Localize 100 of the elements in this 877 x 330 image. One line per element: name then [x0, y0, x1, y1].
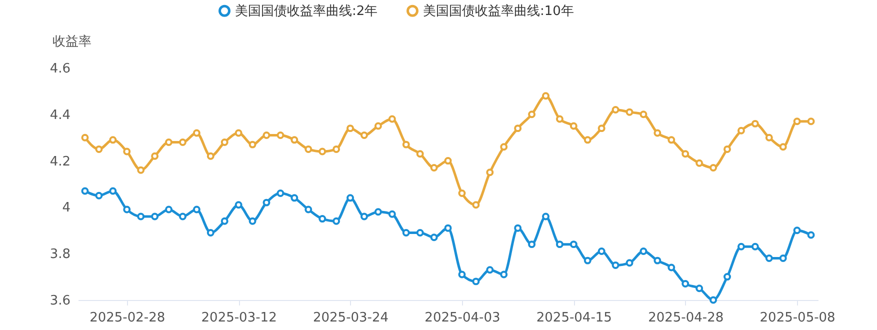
point [696, 284, 704, 292]
point [95, 192, 103, 200]
point [751, 120, 759, 128]
point [500, 270, 508, 278]
point [765, 134, 773, 142]
point [514, 124, 522, 132]
point [151, 212, 159, 220]
point [710, 296, 718, 304]
point [724, 145, 731, 153]
point [807, 118, 815, 126]
point [724, 273, 731, 281]
point [374, 208, 382, 216]
point [444, 157, 452, 165]
point [765, 254, 773, 262]
point [416, 228, 424, 236]
point [458, 190, 466, 198]
point [332, 217, 340, 225]
x-tick-label: 2025-04-03 [424, 310, 500, 326]
point [109, 136, 117, 144]
point [220, 217, 228, 225]
point [346, 194, 354, 202]
point [654, 256, 662, 264]
point [304, 206, 312, 214]
point [626, 259, 634, 267]
point [137, 212, 145, 220]
y-tick-label: 4.6 [50, 62, 70, 76]
point [388, 115, 396, 123]
point [165, 138, 172, 146]
point [486, 168, 494, 176]
point [514, 224, 522, 232]
point [668, 136, 676, 144]
point [360, 132, 368, 140]
point [737, 242, 745, 250]
point [248, 217, 256, 225]
point [81, 187, 89, 195]
point [165, 206, 172, 214]
point [248, 140, 256, 148]
point [542, 92, 550, 100]
point [779, 143, 787, 151]
legend-label: 美国国债收益率曲线:2年 [235, 2, 378, 19]
point [151, 152, 159, 160]
point [626, 108, 634, 116]
point [374, 122, 382, 130]
point [528, 240, 536, 248]
point [220, 138, 228, 146]
point [793, 226, 801, 234]
point [262, 198, 270, 206]
point [612, 106, 620, 114]
point [234, 129, 242, 137]
point [123, 148, 131, 156]
point [304, 145, 312, 153]
point [444, 224, 452, 232]
point [402, 140, 410, 148]
point [416, 150, 424, 158]
point [206, 152, 214, 160]
point [318, 215, 326, 223]
point [346, 124, 354, 132]
x-tick-label: 2025-02-28 [90, 310, 166, 326]
x-tick-label: 2025-03-24 [312, 310, 389, 326]
point [486, 266, 494, 274]
point [109, 187, 117, 195]
point [290, 194, 298, 202]
point [178, 212, 186, 220]
y-tick-label: 3.6 [50, 294, 70, 308]
point [206, 228, 214, 236]
point [472, 201, 480, 209]
point [556, 240, 564, 248]
point [178, 138, 186, 146]
point [696, 159, 704, 167]
y-tick-label: 4 [62, 200, 70, 216]
point [276, 132, 284, 140]
point [402, 228, 410, 236]
point [388, 210, 396, 218]
point [81, 134, 89, 142]
point [290, 136, 298, 144]
y-axis-title: 收益率 [52, 34, 92, 50]
point [682, 280, 690, 288]
y-tick-label: 4.4 [50, 108, 70, 123]
x-tick-label: 2025-04-28 [648, 310, 724, 326]
point [528, 110, 536, 118]
point [430, 234, 438, 242]
point [276, 190, 284, 198]
x-tick-label: 2025-05-08 [760, 310, 836, 326]
point [430, 164, 438, 172]
legend-label: 美国国债收益率曲线:10年 [423, 2, 574, 19]
point [779, 254, 787, 262]
point [598, 248, 606, 256]
point [807, 231, 815, 239]
point [584, 136, 592, 144]
point [570, 240, 578, 248]
point [737, 126, 745, 134]
x-tick-label: 2025-03-12 [201, 310, 277, 326]
point [192, 206, 200, 214]
point [500, 143, 508, 151]
point [793, 118, 801, 126]
point [598, 124, 606, 132]
point [360, 212, 368, 220]
point [318, 148, 326, 156]
point [542, 212, 550, 220]
point [458, 270, 466, 278]
